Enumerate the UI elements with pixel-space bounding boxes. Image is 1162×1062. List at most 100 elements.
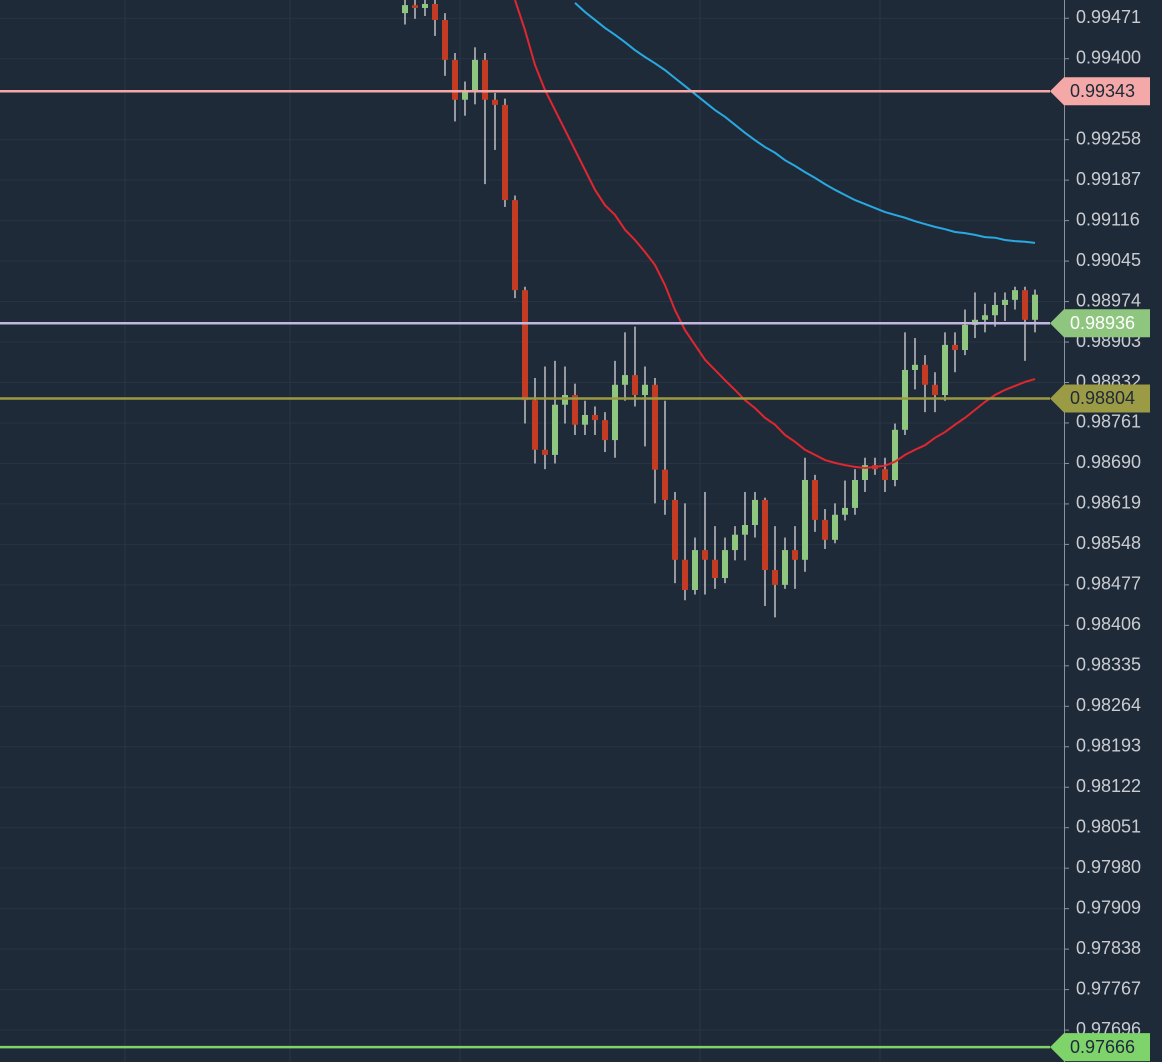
candle-body — [422, 3, 428, 8]
candle-body — [502, 104, 508, 201]
y-tick-label: 0.98335 — [1076, 655, 1141, 675]
candle-body — [642, 384, 648, 396]
candle-body — [1012, 290, 1018, 300]
candle-body — [562, 395, 568, 405]
candle-body — [1022, 290, 1028, 320]
candle-body — [1032, 294, 1038, 320]
moving-average-line — [514, 0, 1036, 470]
y-tick-label: 0.99116 — [1076, 209, 1140, 229]
candle-body — [492, 99, 498, 105]
candle-body — [1002, 299, 1008, 305]
y-tick-label: 0.97838 — [1076, 938, 1141, 958]
price-label: 0.98936 — [1070, 313, 1135, 333]
candle-body — [752, 499, 758, 526]
y-tick-label: 0.97909 — [1076, 897, 1141, 917]
candle-body — [472, 59, 478, 91]
candle-body — [782, 550, 788, 585]
price-label-bg — [1050, 77, 1150, 106]
candle-body — [902, 369, 908, 430]
y-tick-label: 0.99258 — [1076, 128, 1141, 148]
candle-body — [722, 550, 728, 579]
candle-body — [592, 414, 598, 421]
candle-body — [882, 469, 888, 480]
moving-average-line — [574, 2, 1036, 244]
price-label-bg — [1050, 1033, 1150, 1062]
vertical-grid — [124, 0, 881, 1062]
y-tick-label: 0.98193 — [1076, 736, 1141, 756]
horizontal-grid — [0, 17, 1064, 1031]
candle-body — [962, 324, 968, 351]
plot-area — [402, 0, 1038, 618]
candle-body — [452, 59, 458, 100]
candle-body — [572, 395, 578, 425]
candle-body — [942, 344, 948, 396]
candle-body — [402, 5, 408, 14]
candle-body — [682, 559, 688, 590]
y-tick-label: 0.98619 — [1076, 493, 1141, 513]
candle-body — [912, 364, 918, 370]
candle-body — [652, 384, 658, 470]
candle-body — [812, 479, 818, 520]
y-tick-labels: 0.99471 0.99400 0.99258 0.99187 0.99116 0.990… — [1064, 7, 1141, 1039]
candle-body — [712, 559, 718, 579]
price-label: 0.99343 — [1070, 81, 1135, 101]
candle-body — [992, 304, 998, 316]
price-label-bg — [1050, 384, 1150, 413]
y-tick-label: 0.98761 — [1076, 412, 1141, 432]
y-tick-label: 0.99400 — [1076, 47, 1141, 67]
y-tick-label: 0.98264 — [1076, 695, 1141, 715]
candle-body — [532, 400, 538, 450]
candle-body — [932, 384, 938, 396]
candle-body — [632, 375, 638, 396]
candle-body — [732, 534, 738, 551]
y-tick-label: 0.98477 — [1076, 574, 1141, 594]
price-label-bg — [1050, 309, 1150, 338]
candle-body — [862, 465, 868, 480]
candle-body — [412, 5, 418, 8]
candle-body — [442, 19, 448, 60]
candle-body — [432, 3, 438, 20]
candle-body — [952, 344, 958, 351]
candle-body — [552, 404, 558, 455]
y-tick-label: 0.98690 — [1076, 452, 1141, 472]
candle-body — [662, 469, 668, 500]
candle-body — [612, 384, 618, 441]
candle-body — [982, 315, 988, 320]
candle-body — [772, 570, 778, 585]
candle-body — [622, 375, 628, 385]
candle-body — [672, 499, 678, 560]
candle-body — [842, 507, 848, 515]
y-tick-label: 0.98406 — [1076, 614, 1141, 634]
candle-body — [742, 525, 748, 535]
candle-body — [852, 479, 858, 508]
price-label: 0.98804 — [1070, 388, 1135, 408]
candle-body — [542, 449, 548, 455]
candle-body — [602, 420, 608, 441]
y-tick-label: 0.99471 — [1076, 7, 1141, 27]
y-tick-label: 0.99045 — [1076, 250, 1141, 270]
y-tick-label: 0.98548 — [1076, 533, 1141, 553]
candle-body — [832, 514, 838, 540]
y-tick-label: 0.99187 — [1076, 169, 1141, 189]
candle-body — [462, 90, 468, 100]
candle-body — [582, 414, 588, 425]
y-tick-label: 0.97767 — [1076, 978, 1141, 998]
candle-body — [822, 519, 828, 540]
y-tick-label: 0.98051 — [1076, 816, 1141, 836]
candle-body — [922, 364, 928, 385]
candle-body — [802, 479, 808, 560]
candle-body — [702, 550, 708, 560]
y-tick-label: 0.98122 — [1076, 776, 1141, 796]
y-tick-label: 0.97980 — [1076, 857, 1141, 877]
candle-body — [762, 499, 768, 571]
candle-body — [892, 429, 898, 480]
candle-body — [522, 290, 528, 401]
candle-body — [512, 200, 518, 291]
candle-body — [692, 550, 698, 590]
candle-body — [792, 550, 798, 560]
candle-body — [482, 59, 488, 100]
price-label: 0.97666 — [1070, 1037, 1135, 1057]
y-tick-label: 0.98974 — [1076, 290, 1141, 310]
